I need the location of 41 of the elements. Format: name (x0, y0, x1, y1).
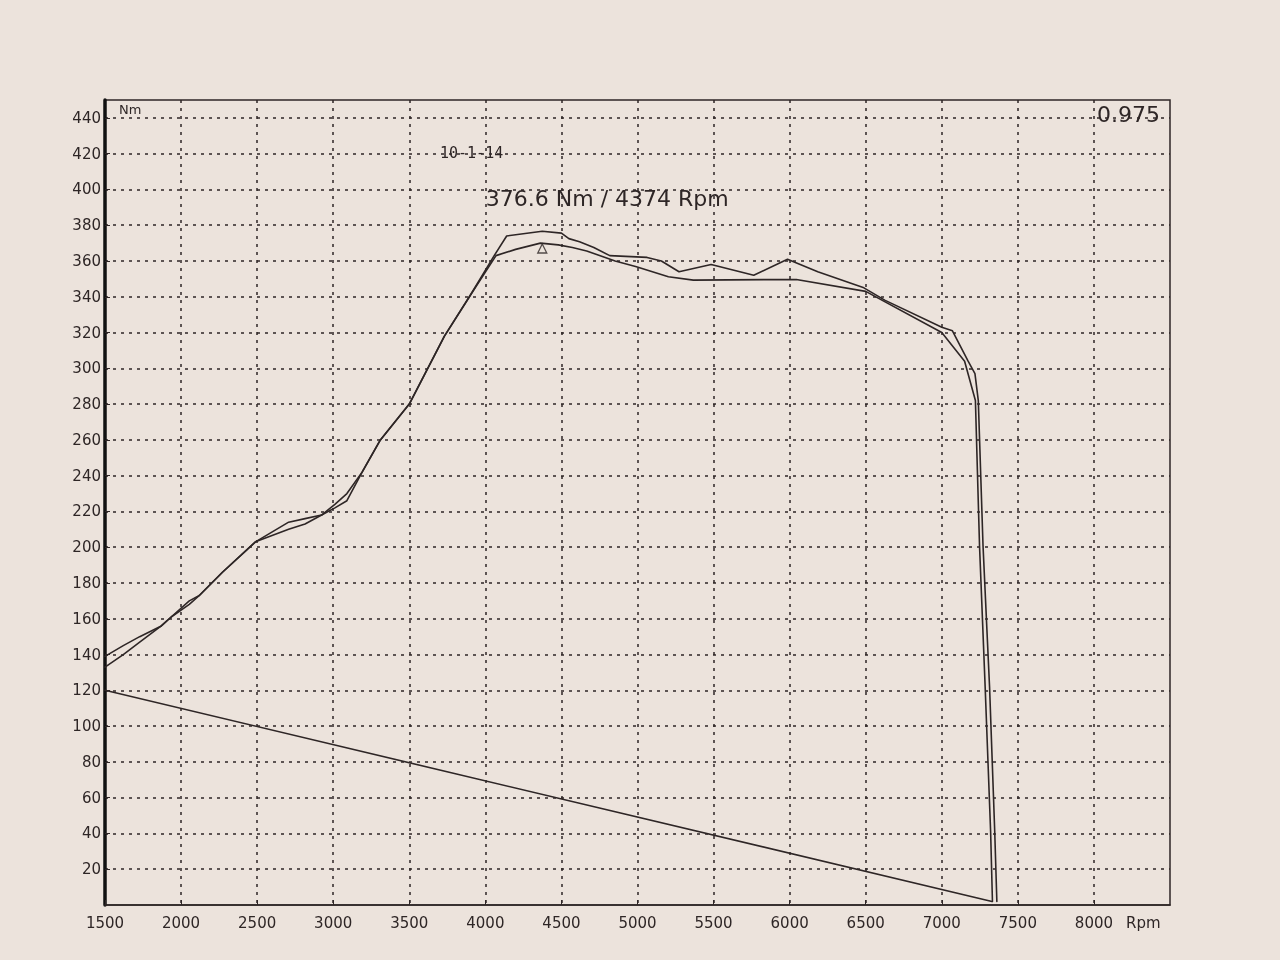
y-tick-label: 80 (81, 752, 101, 771)
x-axis-title: Rpm (1126, 913, 1161, 932)
y-axis-title: Nm (119, 102, 142, 117)
y-tick-label: 320 (72, 323, 101, 342)
y-tick-label: 420 (72, 144, 101, 163)
x-tick-label: 2000 (161, 913, 201, 932)
y-tick-label: 180 (72, 574, 101, 592)
annotation: 0.975 (1097, 101, 1160, 127)
x-tick-label: 5500 (694, 913, 733, 932)
x-tick-label: 7000 (922, 913, 961, 932)
x-tick-label: 3500 (390, 913, 429, 932)
x-tick-label: 6000 (770, 913, 809, 932)
x-tick-label: 5000 (618, 913, 657, 932)
x-tick-label: 8000 (1074, 913, 1114, 932)
x-tick-label: 4000 (466, 913, 505, 932)
x-tick-label: 2500 (238, 913, 277, 932)
y-tick-label: 400 (72, 180, 101, 199)
y-tick-label: 360 (72, 252, 101, 270)
y-tick-label: 300 (72, 359, 101, 378)
y-tick-label: 220 (72, 502, 101, 521)
y-tick-label: 260 (72, 430, 101, 449)
y-tick-label: 60 (81, 788, 101, 807)
annotation: 10-1-14 (440, 143, 504, 162)
x-tick-label: 7500 (998, 913, 1037, 932)
y-tick-label: 240 (72, 466, 101, 485)
x-tick-label: 6500 (846, 913, 885, 932)
y-tick-label: 20 (81, 860, 101, 879)
y-tick-label: 160 (72, 609, 101, 628)
y-tick-label: 40 (81, 824, 101, 843)
y-tick-label: 380 (72, 216, 101, 235)
y-tick-label: 340 (72, 287, 101, 306)
y-tick-label: 120 (72, 681, 101, 700)
x-tick-label: 3000 (314, 913, 353, 932)
x-tick-label: 1500 (85, 913, 125, 932)
y-tick-label: 200 (72, 538, 101, 557)
y-tick-label: 100 (72, 717, 101, 736)
y-tick-label: 280 (72, 395, 101, 414)
annotation: 376.6 Nm / 4374 Rpm (485, 185, 729, 211)
y-tick-label: 440 (72, 108, 101, 127)
x-tick-label: 4500 (542, 913, 581, 932)
y-tick-label: 140 (72, 645, 101, 664)
